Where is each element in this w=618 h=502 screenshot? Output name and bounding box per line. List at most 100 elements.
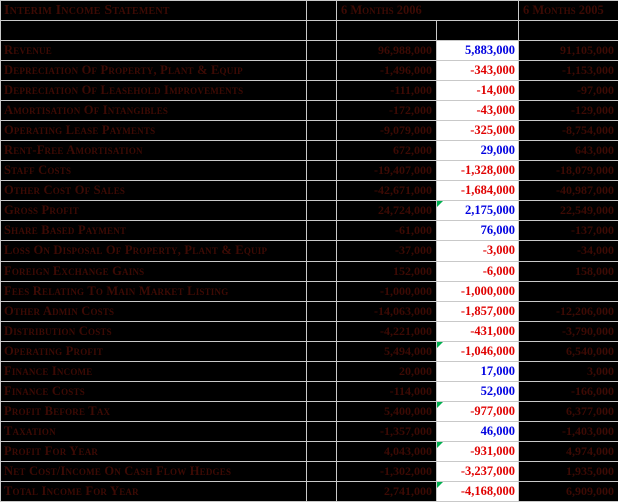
cell-2006-value[interactable]: -37,000 [337,241,437,261]
cell-2005-value[interactable]: -8,754,000 [562,123,614,138]
cell-diff-value[interactable]: -43,000 [437,101,519,121]
cell-label[interactable]: Staff Costs [1,161,307,181]
cell-diff-value[interactable]: -931,000 [437,441,519,461]
cell-label[interactable]: Depreciation Of Property, Plant & Equip [1,61,307,81]
blank-cell[interactable] [437,21,519,41]
cell-spacer[interactable] [307,61,337,81]
cell-diff-value[interactable]: -343,000 [437,61,519,81]
cell-2006-value[interactable]: 5,400,000 [337,401,437,421]
cell-label[interactable]: Total Income For Year [1,481,307,501]
cell-2006-value[interactable]: -1,496,000 [337,61,437,81]
cell-2005-value[interactable]: -129,000 [571,103,614,118]
cell-2006-value[interactable]: 20,000 [337,361,437,381]
cell-2005-value[interactable]: 158,000 [575,263,614,278]
cell-2006-value[interactable]: 4,043,000 [337,441,437,461]
cell-spacer[interactable] [307,401,337,421]
cell-diff-value[interactable]: -1,000,000 [437,281,519,301]
cell-2005-value[interactable]: 22,549,000 [560,203,614,218]
cell-2005-value[interactable]: -137,000 [571,223,614,238]
cell-spacer[interactable] [307,161,337,181]
cell-2005-value[interactable]: 6,377,000 [566,403,614,418]
cell-spacer[interactable] [307,141,337,161]
cell-diff-value[interactable]: -977,000 [437,401,519,421]
cell-label[interactable]: Rent-Free Amortisation [1,141,307,161]
cell-2006-value[interactable]: 672,000 [337,141,437,161]
cell-2006-value[interactable]: -14,063,000 [337,301,437,321]
cell-spacer[interactable] [307,381,337,401]
cell-2005-value[interactable]: -40,987,000 [556,183,614,198]
cell-diff-value[interactable]: -4,168,000 [437,481,519,501]
cell-2006-value[interactable]: -4,221,000 [337,321,437,341]
cell-2006-value[interactable]: 5,494,000 [337,341,437,361]
blank-cell[interactable] [1,21,307,41]
cell-spacer[interactable] [307,461,337,481]
cell-2005-value[interactable]: -18,079,000 [556,163,614,178]
cell-2005-value[interactable]: -34,000 [577,243,614,258]
cell-diff-value[interactable]: -1,857,000 [437,301,519,321]
cell-label[interactable]: Distribution Costs [1,321,307,341]
cell-2005-value[interactable]: 4,974,000 [566,443,614,458]
cell-spacer[interactable] [307,281,337,301]
cell-spacer[interactable] [307,301,337,321]
cell-diff-value[interactable]: -14,000 [437,81,519,101]
cell-diff-value[interactable]: 29,000 [437,141,519,161]
blank-cell[interactable] [337,21,437,41]
cell-spacer[interactable] [307,261,337,281]
cell-2005-value[interactable]: -12,206,000 [556,303,614,318]
cell-label[interactable]: Operating Lease Payments [1,121,307,141]
cell-spacer[interactable] [307,241,337,261]
header-spacer-cell[interactable] [307,1,337,21]
cell-2006-value[interactable]: -9,079,000 [337,121,437,141]
cell-2006-value[interactable]: -114,000 [337,381,437,401]
cell-diff-value[interactable]: -6,000 [437,261,519,281]
cell-2006-value[interactable]: 96,988,000 [337,41,437,61]
cell-2005-value[interactable]: 6,540,000 [566,343,614,358]
cell-label[interactable]: Loss On Disposal Of Property, Plant & Eq… [1,241,307,261]
cell-label[interactable]: Taxation [1,421,307,441]
cell-2005-value[interactable]: 6,909,000 [566,483,614,498]
cell-diff-value[interactable]: -1,046,000 [437,341,519,361]
cell-2006-value[interactable]: 24,724,000 [337,201,437,221]
cell-label[interactable]: Finance Income [1,361,307,381]
cell-2006-value[interactable]: 152,000 [337,261,437,281]
cell-label[interactable]: Profit For Year [1,441,307,461]
cell-diff-value[interactable]: -431,000 [437,321,519,341]
cell-2006-value[interactable]: -1,357,000 [337,421,437,441]
cell-label[interactable]: Other Admin Costs [1,301,307,321]
column-header-2005[interactable]: 6 Months 2005 [523,3,604,18]
cell-2005-value[interactable]: -1,403,000 [562,423,614,438]
cell-spacer[interactable] [307,421,337,441]
cell-label[interactable]: Net Cost/Income On Cash Flow Hedges [1,461,307,481]
cell-2005-value[interactable]: -166,000 [571,383,614,398]
cell-label[interactable]: Profit Before Tax [1,401,307,421]
cell-label[interactable]: Revenue [1,41,307,61]
cell-label[interactable]: Finance Costs [1,381,307,401]
cell-diff-value[interactable]: 52,000 [437,381,519,401]
cell-2006-value[interactable]: -42,671,000 [337,181,437,201]
column-header-2006[interactable]: 6 Months 2006 [337,1,519,21]
cell-label[interactable]: Share Based Payment [1,221,307,241]
cell-diff-value[interactable]: 17,000 [437,361,519,381]
cell-spacer[interactable] [307,341,337,361]
cell-label[interactable]: Operating Profit [1,341,307,361]
sheet-title[interactable]: Interim Income Statement [1,1,307,21]
blank-cell[interactable] [307,21,337,41]
cell-diff-value[interactable]: 76,000 [437,221,519,241]
cell-2005-value[interactable]: -1,153,000 [562,63,614,78]
cell-2005-value[interactable]: 91,105,000 [560,43,614,58]
cell-spacer[interactable] [307,201,337,221]
cell-label[interactable]: Depreciation Of Leasehold Improvements [1,81,307,101]
cell-2006-value[interactable]: -61,000 [337,221,437,241]
cell-diff-value[interactable]: -1,684,000 [437,181,519,201]
cell-spacer[interactable] [307,441,337,461]
cell-label[interactable]: Gross Profit [1,201,307,221]
cell-label[interactable]: Amortisation Of Intangibles [1,101,307,121]
cell-2005-value[interactable]: 643,000 [575,143,614,158]
blank-cell[interactable] [519,21,618,40]
cell-diff-value[interactable]: -325,000 [437,121,519,141]
cell-2005-value[interactable]: -3,790,000 [562,323,614,338]
cell-diff-value[interactable]: -3,237,000 [437,461,519,481]
cell-2006-value[interactable]: -172,000 [337,101,437,121]
cell-2005-value[interactable]: -97,000 [577,83,614,98]
cell-diff-value[interactable]: 2,175,000 [437,201,519,221]
